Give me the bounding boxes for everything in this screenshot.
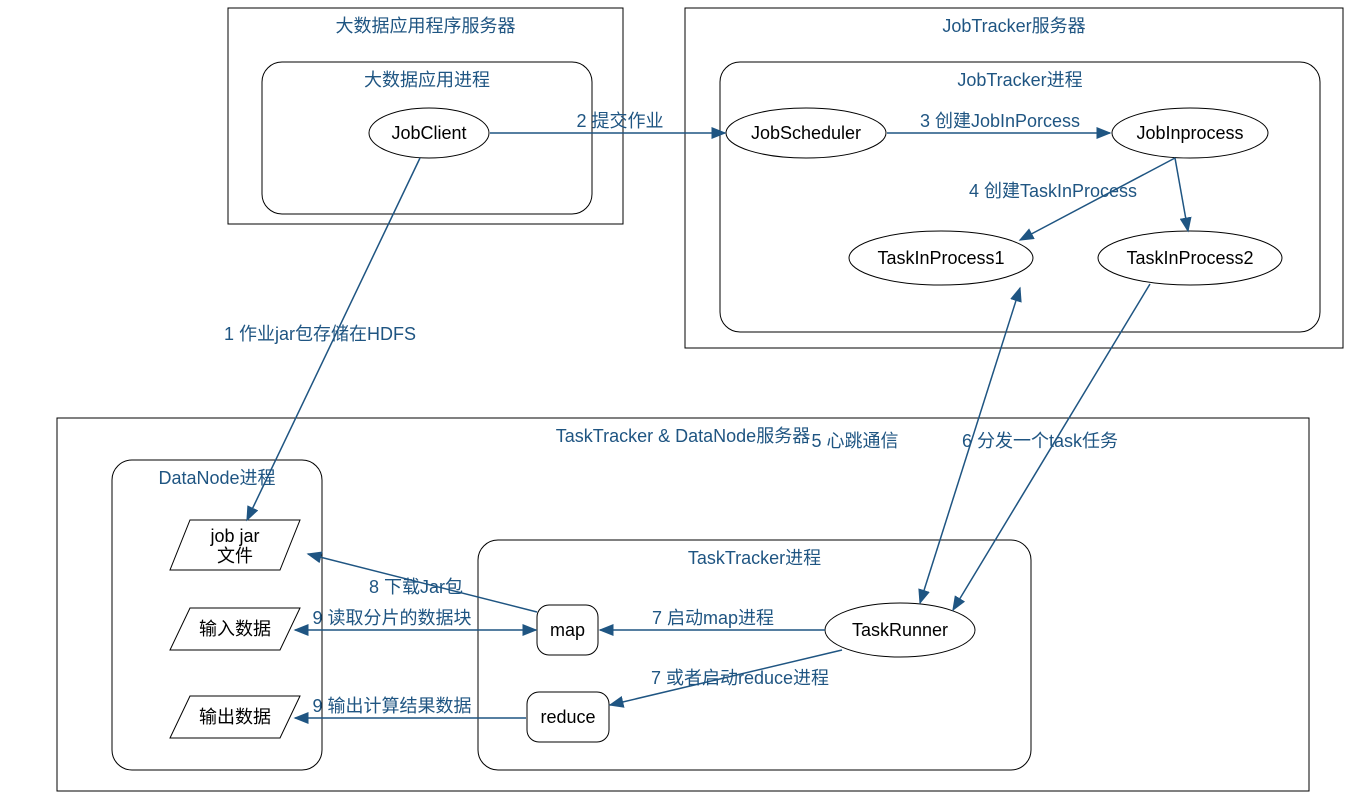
container-label: TaskTracker & DataNode服务器 xyxy=(556,426,810,446)
edge-label: 7 启动map进程 xyxy=(652,608,774,628)
edge: 2 提交作业 xyxy=(490,111,725,133)
edge-label: 4 创建TaskInProcess xyxy=(969,181,1137,201)
node-taskinprocess1: TaskInProcess1 xyxy=(849,231,1033,285)
edge-label: 9 读取分片的数据块 xyxy=(312,608,471,628)
edge: 9 输出计算结果数据 xyxy=(295,696,526,718)
container-label: 大数据应用进程 xyxy=(364,70,490,90)
edge-label: 2 提交作业 xyxy=(576,111,663,131)
edge: 7 启动map进程 xyxy=(600,608,825,630)
edge-label: 5 心跳通信 xyxy=(811,431,898,451)
edge-label: 7 或者启动reduce进程 xyxy=(651,668,829,688)
node-label: TaskInProcess2 xyxy=(1126,248,1253,268)
node-label: TaskRunner xyxy=(852,620,948,640)
node-jobjar: job jar文件 xyxy=(170,520,300,570)
edge: 1 作业jar包存储在HDFS xyxy=(224,158,420,520)
svg-text:job jar: job jar xyxy=(209,526,259,546)
node-label: JobScheduler xyxy=(751,123,861,143)
node-label: map xyxy=(550,620,585,640)
container-label: DataNode进程 xyxy=(158,468,275,488)
container-label: JobTracker服务器 xyxy=(942,16,1085,36)
edge-label: 6 分发一个task任务 xyxy=(962,431,1118,451)
node-jobscheduler: JobScheduler xyxy=(726,108,886,158)
node-label: reduce xyxy=(540,707,595,727)
edge: 3 创建JobInPorcess xyxy=(887,111,1110,133)
edge-label: 9 输出计算结果数据 xyxy=(312,696,471,716)
svg-text:输出数据: 输出数据 xyxy=(199,707,271,727)
node-label: TaskInProcess1 xyxy=(877,248,1004,268)
node-reduce: reduce xyxy=(527,692,609,742)
svg-text:文件: 文件 xyxy=(217,546,253,566)
node-map: map xyxy=(537,605,598,655)
container-label: 大数据应用程序服务器 xyxy=(336,16,516,36)
node-jobclient: JobClient xyxy=(369,108,489,158)
edge-label: 1 作业jar包存储在HDFS xyxy=(224,324,416,344)
container-jobtracker-server: JobTracker服务器 xyxy=(685,8,1343,348)
node-taskrunner: TaskRunner xyxy=(825,603,975,657)
edge: 6 分发一个task任务 xyxy=(953,284,1150,610)
edge: 8 下载Jar包 xyxy=(308,554,537,612)
node-input: 输入数据 xyxy=(170,608,300,650)
edge-label: 8 下载Jar包 xyxy=(369,577,463,597)
edge: 7 或者启动reduce进程 xyxy=(610,650,842,705)
node-taskinprocess2: TaskInProcess2 xyxy=(1098,231,1282,285)
edge: 9 读取分片的数据块 xyxy=(295,608,536,630)
node-jobinprocess: JobInprocess xyxy=(1112,108,1268,158)
node-output: 输出数据 xyxy=(170,696,300,738)
svg-text:输入数据: 输入数据 xyxy=(199,619,271,639)
container-label: JobTracker进程 xyxy=(957,70,1082,90)
edge-label: 3 创建JobInPorcess xyxy=(920,111,1080,131)
edge: 4 创建TaskInProcess xyxy=(969,158,1188,240)
node-label: JobInprocess xyxy=(1136,123,1243,143)
container-label: TaskTracker进程 xyxy=(688,548,821,568)
node-label: JobClient xyxy=(391,123,466,143)
diagram-canvas: 大数据应用程序服务器大数据应用进程 JobTracker服务器 JobTracker… xyxy=(0,0,1368,802)
